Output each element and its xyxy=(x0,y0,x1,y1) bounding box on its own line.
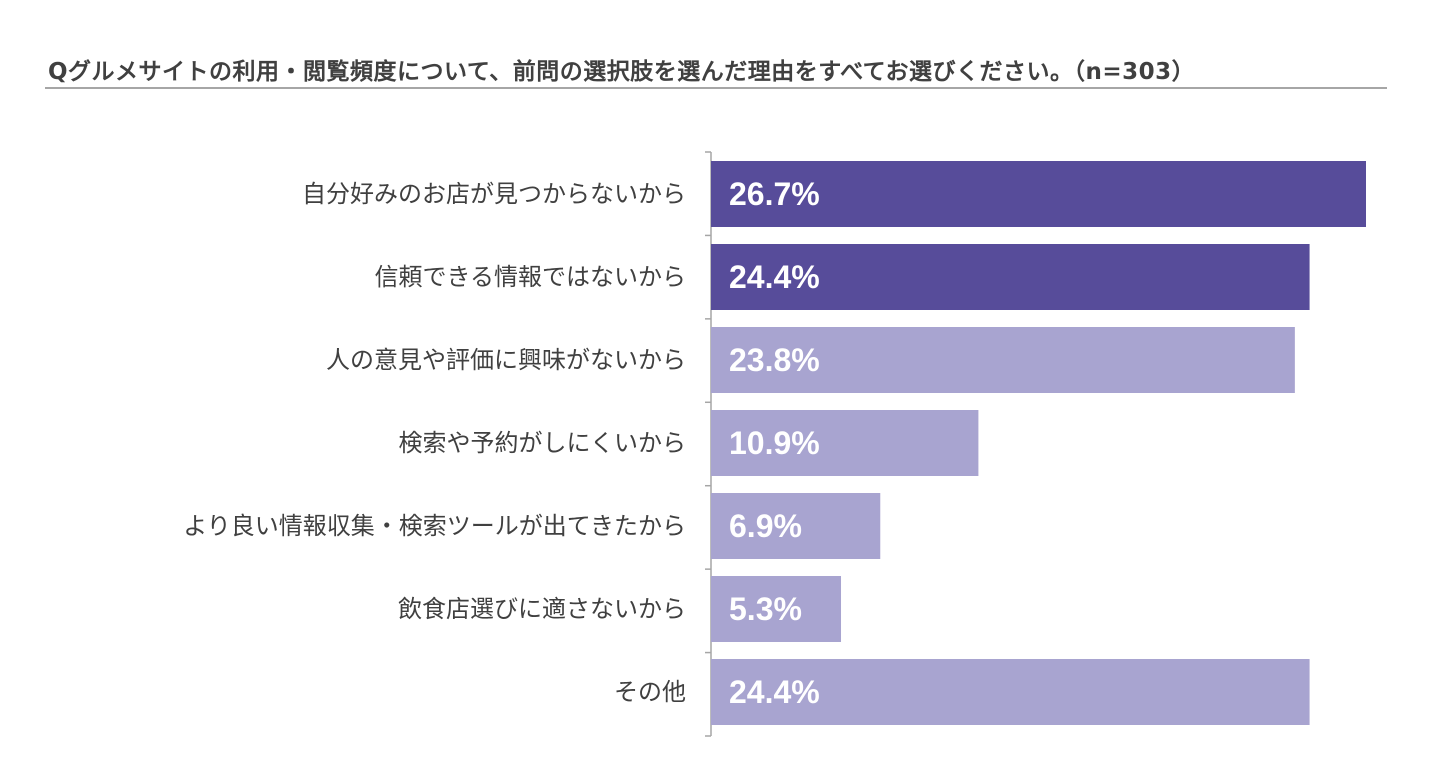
bar xyxy=(711,244,1310,310)
data-label: 24.4% xyxy=(729,674,820,710)
data-label: 26.7% xyxy=(729,176,820,212)
bar xyxy=(711,576,842,642)
bar xyxy=(711,161,1366,227)
bar xyxy=(711,493,881,559)
bar xyxy=(711,410,979,476)
category-label: 人の意見や評価に興味がないから xyxy=(326,346,686,374)
category-label: 信頼できる情報ではないから xyxy=(374,263,686,291)
category-label: より良い情報収集・検索ツールが出てきたから xyxy=(183,512,686,540)
category-label: 自分好みのお店が見つからないから xyxy=(302,180,686,208)
bar xyxy=(711,659,1310,725)
chart-title: Qグルメサイトの利用・閲覧頻度について、前問の選択肢を選んだ理由をすべてお選びく… xyxy=(48,59,1196,85)
data-label: 5.3% xyxy=(729,591,802,627)
data-label: 24.4% xyxy=(729,259,820,295)
bar xyxy=(711,327,1295,393)
data-label: 23.8% xyxy=(729,342,820,378)
data-label: 10.9% xyxy=(729,425,820,461)
category-label: 検索や予約がしにくいから xyxy=(398,429,686,457)
data-label: 6.9% xyxy=(729,508,802,544)
category-label: その他 xyxy=(614,678,686,706)
category-label: 飲食店選びに適さないから xyxy=(398,595,686,623)
title-divider xyxy=(45,87,1387,89)
